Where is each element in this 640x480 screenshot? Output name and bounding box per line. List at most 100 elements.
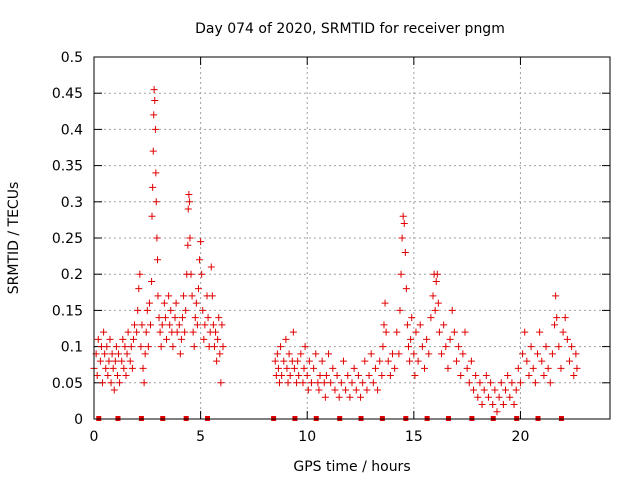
data-point bbox=[191, 314, 199, 322]
data-point bbox=[376, 357, 384, 365]
data-point bbox=[201, 321, 209, 329]
data-point bbox=[295, 372, 303, 380]
data-point bbox=[438, 350, 446, 358]
data-point bbox=[141, 350, 149, 358]
data-point bbox=[572, 350, 580, 358]
data-point bbox=[423, 335, 431, 343]
data-point bbox=[100, 328, 108, 336]
data-point bbox=[199, 306, 207, 314]
data-point bbox=[216, 350, 224, 358]
data-point bbox=[322, 372, 330, 380]
data-point bbox=[181, 328, 189, 336]
data-point bbox=[151, 96, 159, 104]
data-point bbox=[544, 364, 552, 372]
data-point bbox=[273, 350, 281, 358]
data-point bbox=[412, 328, 420, 336]
data-point bbox=[482, 372, 490, 380]
data-point bbox=[333, 372, 341, 380]
data-point bbox=[167, 306, 175, 314]
data-point bbox=[151, 125, 159, 133]
data-point bbox=[112, 343, 120, 351]
data-point bbox=[327, 379, 335, 387]
x-tick-label: 10 bbox=[298, 429, 316, 445]
data-point bbox=[487, 379, 495, 387]
x-axis-label: GPS time / hours bbox=[293, 459, 410, 475]
data-point bbox=[400, 220, 408, 228]
data-point bbox=[573, 364, 581, 372]
data-point bbox=[435, 328, 443, 336]
data-point bbox=[354, 372, 362, 380]
data-point bbox=[107, 379, 115, 387]
data-point bbox=[121, 343, 129, 351]
data-point bbox=[401, 248, 409, 256]
data-point bbox=[176, 350, 184, 358]
data-point bbox=[542, 343, 550, 351]
data-point bbox=[382, 328, 390, 336]
data-point bbox=[133, 328, 141, 336]
plot-frame bbox=[93, 56, 611, 420]
data-point bbox=[552, 292, 560, 300]
data-point bbox=[463, 364, 471, 372]
data-point bbox=[480, 386, 488, 394]
data-point bbox=[506, 393, 514, 401]
data-point bbox=[365, 372, 373, 380]
data-point bbox=[431, 306, 439, 314]
data-point bbox=[497, 379, 505, 387]
y-tick-label: 0.15 bbox=[52, 303, 83, 319]
data-point bbox=[119, 335, 127, 343]
data-point bbox=[403, 321, 411, 329]
data-point bbox=[156, 328, 164, 336]
data-point bbox=[271, 357, 279, 365]
data-point bbox=[188, 292, 196, 300]
data-point bbox=[293, 379, 301, 387]
data-point bbox=[310, 364, 318, 372]
data-point bbox=[148, 277, 156, 285]
data-point bbox=[217, 379, 225, 387]
data-point bbox=[209, 321, 217, 329]
data-point bbox=[137, 343, 145, 351]
data-point bbox=[94, 335, 102, 343]
data-point bbox=[169, 343, 177, 351]
data-point bbox=[144, 343, 152, 351]
data-point bbox=[502, 386, 510, 394]
y-tick-label: 0.1 bbox=[61, 340, 83, 356]
data-point bbox=[434, 299, 442, 307]
data-point bbox=[290, 364, 298, 372]
data-point bbox=[551, 321, 559, 329]
data-point bbox=[113, 372, 121, 380]
data-point bbox=[510, 401, 518, 409]
x-tick-label: 5 bbox=[196, 429, 205, 445]
data-point bbox=[346, 393, 354, 401]
data-point bbox=[450, 328, 458, 336]
data-point bbox=[396, 306, 404, 314]
data-point bbox=[357, 393, 365, 401]
data-point bbox=[427, 314, 435, 322]
data-point bbox=[171, 314, 179, 322]
data-point bbox=[178, 314, 186, 322]
data-point bbox=[514, 364, 522, 372]
data-point bbox=[139, 364, 147, 372]
data-point bbox=[459, 350, 467, 358]
data-point bbox=[173, 328, 181, 336]
data-point bbox=[160, 299, 168, 307]
chart-title: Day 074 of 2020, SRMTID for receiver png… bbox=[195, 21, 505, 37]
data-point bbox=[131, 321, 139, 329]
data-point bbox=[484, 393, 492, 401]
data-point bbox=[277, 343, 285, 351]
data-point bbox=[315, 386, 323, 394]
data-point bbox=[379, 343, 387, 351]
data-point bbox=[124, 328, 132, 336]
data-point bbox=[399, 212, 407, 220]
data-point bbox=[476, 379, 484, 387]
data-point bbox=[214, 335, 222, 343]
data-point bbox=[405, 343, 413, 351]
data-point bbox=[185, 191, 193, 199]
data-point bbox=[495, 393, 503, 401]
data-point bbox=[192, 299, 200, 307]
data-point bbox=[455, 343, 463, 351]
data-point bbox=[219, 343, 227, 351]
data-point bbox=[363, 386, 371, 394]
data-point bbox=[529, 364, 537, 372]
data-point bbox=[299, 379, 307, 387]
data-point bbox=[116, 379, 124, 387]
